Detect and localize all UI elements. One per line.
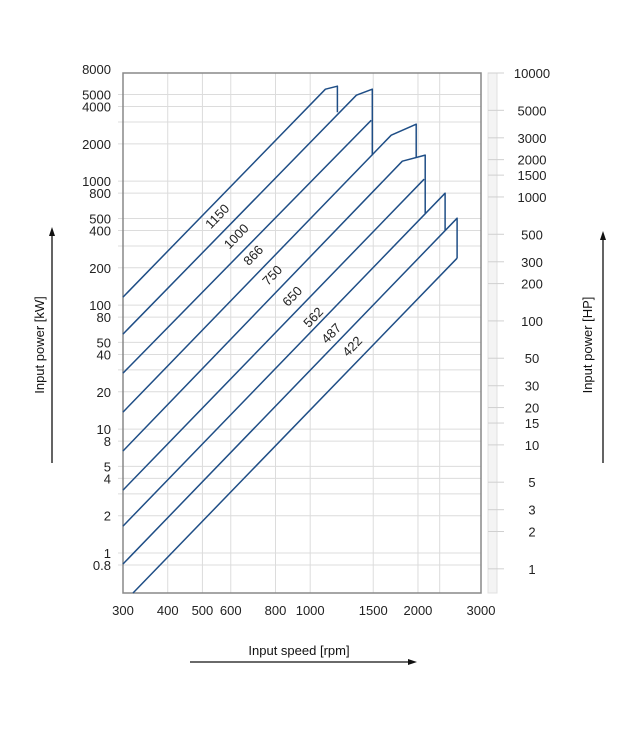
y2-tick-label: 200 (521, 277, 543, 292)
y-tick-label: 0.8 (93, 558, 111, 573)
y2-tick-label: 2 (528, 525, 535, 540)
y-tick-label: 80 (97, 310, 111, 325)
y2-tick-label: 5 (528, 475, 535, 490)
y-tick-label: 100 (89, 298, 111, 313)
right-axis-strip (487, 72, 498, 594)
x-tick-label: 2000 (403, 603, 432, 618)
y2-tick-label: 20 (525, 401, 539, 416)
x-axis-ticks: 300 400 500 600 800 1000 1500 2000 3000 (112, 603, 495, 618)
x-tick-label: 400 (157, 603, 179, 618)
y2-tick-label: 2000 (518, 153, 547, 168)
y2-tick-label: 3 (528, 503, 535, 518)
y2-tick-label: 500 (521, 227, 543, 242)
boundary-line (122, 119, 372, 374)
boundary-line (132, 257, 458, 594)
y-tick-label: 1000 (82, 174, 111, 189)
series-label-750: 750 (259, 262, 285, 288)
x-tick-label: 1000 (296, 603, 325, 618)
y2-tick-label: 30 (525, 379, 539, 394)
y2-tick-label: 10 (525, 438, 539, 453)
y-tick-label: 8000 (82, 62, 111, 77)
grid (118, 73, 482, 593)
boundary-line (122, 85, 339, 298)
y2-axis-label: Input power [HP] (580, 297, 595, 394)
y2-tick-label: 5000 (518, 103, 547, 118)
x-tick-label: 600 (220, 603, 242, 618)
boundary-line (122, 192, 446, 527)
y-tick-label: 500 (89, 211, 111, 226)
y-tick-label: 400 (89, 223, 111, 238)
y-tick-label: 2000 (82, 137, 111, 152)
y-tick-label: 4000 (82, 100, 111, 115)
y2-tick-label: 1 (528, 562, 535, 577)
x-axis-label: Input speed [rpm] (248, 643, 349, 658)
plot-frame (122, 72, 482, 594)
y-tick-label: 40 (97, 347, 111, 362)
up-arrow-left-icon (49, 227, 55, 463)
y2-tick-label: 1000 (518, 190, 547, 205)
y2-tick-label: 1500 (518, 168, 547, 183)
y-tick-label: 8 (104, 434, 111, 449)
boundary-line (122, 123, 417, 413)
y2-tick-label: 300 (521, 255, 543, 270)
up-arrow-right-icon (600, 231, 606, 463)
x-tick-label: 300 (112, 603, 134, 618)
boundary-lines (122, 85, 458, 594)
x-tick-label: 800 (265, 603, 287, 618)
y2-tick-label: 100 (521, 314, 543, 329)
y-tick-label: 1 (104, 546, 111, 561)
y2-tick-label: 3000 (518, 131, 547, 146)
x-tick-label: 1500 (359, 603, 388, 618)
x-tick-label: 3000 (467, 603, 496, 618)
y-tick-label: 20 (97, 385, 111, 400)
boundary-line (122, 154, 426, 452)
series-label-562: 562 (300, 304, 326, 330)
y-tick-label: 800 (89, 186, 111, 201)
y2-tick-label: 10000 (514, 66, 550, 81)
y-tick-label: 200 (89, 261, 111, 276)
y-tick-label: 2 (104, 509, 111, 524)
y-tick-label: 4 (104, 471, 111, 486)
y-tick-label: 5 (104, 459, 111, 474)
right-arrow-bottom-icon (190, 659, 417, 665)
y-axis-label: Input power [kW] (32, 296, 47, 394)
y2-tick-label: 50 (525, 351, 539, 366)
y2-tick-label: 15 (525, 416, 539, 431)
boundary-line (122, 178, 425, 491)
boundary-line (122, 88, 374, 335)
boundary-line (122, 217, 458, 565)
y-tick-label: 10 (97, 422, 111, 437)
y-tick-label: 50 (97, 335, 111, 350)
y-tick-label: 5000 (82, 88, 111, 103)
x-tick-label: 500 (192, 603, 214, 618)
